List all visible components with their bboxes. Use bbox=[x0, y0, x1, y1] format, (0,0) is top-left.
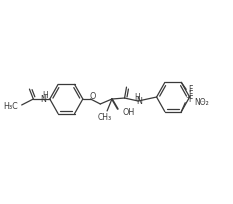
Text: F: F bbox=[188, 89, 192, 98]
Text: N: N bbox=[40, 94, 46, 103]
Text: H₃C: H₃C bbox=[3, 102, 18, 111]
Text: +: + bbox=[185, 94, 191, 100]
Text: F: F bbox=[188, 94, 192, 103]
Text: NO₂: NO₂ bbox=[194, 98, 209, 107]
Text: H: H bbox=[134, 92, 140, 101]
Text: O: O bbox=[89, 91, 96, 100]
Text: ⁻: ⁻ bbox=[201, 100, 205, 106]
Text: N: N bbox=[136, 96, 142, 105]
Text: CH₃: CH₃ bbox=[98, 113, 112, 122]
Text: F: F bbox=[188, 84, 192, 93]
Text: H: H bbox=[42, 90, 48, 99]
Text: OH: OH bbox=[123, 108, 135, 117]
